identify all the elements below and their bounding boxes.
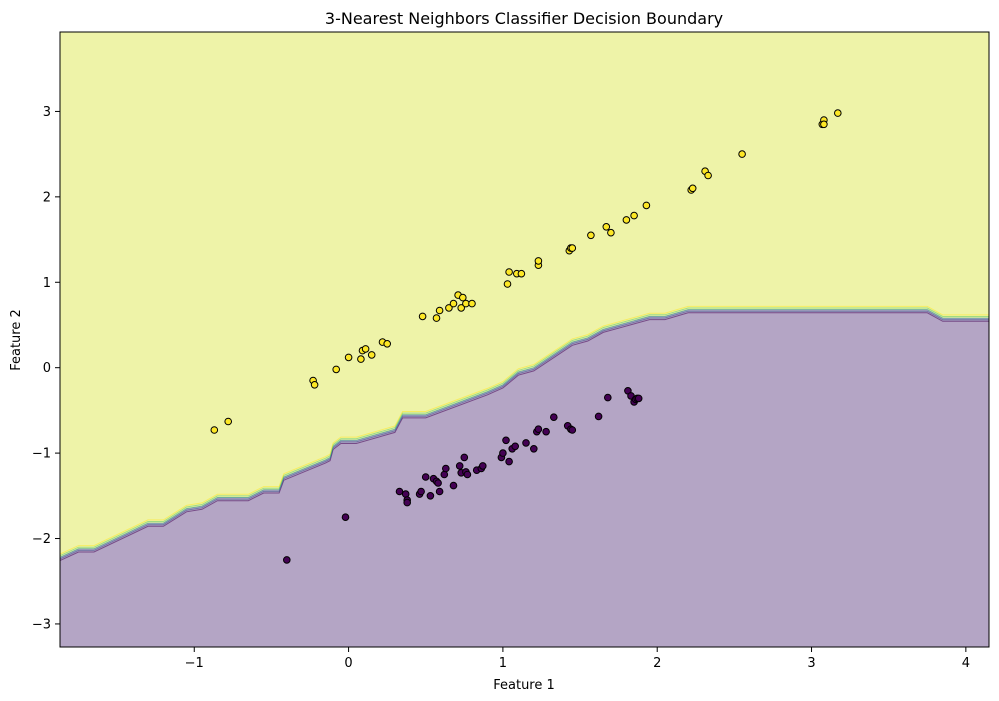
class-1-point bbox=[602, 223, 611, 231]
class-1-point bbox=[418, 312, 427, 321]
y-tick-label: 2 bbox=[43, 190, 51, 205]
class-1-point bbox=[224, 417, 232, 426]
class-1-point bbox=[367, 351, 376, 359]
class-0-point bbox=[550, 413, 558, 422]
class-1-point bbox=[642, 201, 651, 210]
class-0-point bbox=[283, 556, 291, 564]
class-0-point bbox=[341, 513, 350, 522]
chart-title: 3-Nearest Neighbors Classifier Decision … bbox=[325, 9, 723, 28]
y-tick-label: −1 bbox=[32, 447, 51, 462]
class-0-point bbox=[604, 393, 612, 402]
y-axis-ticks: −3 −2 −1 0 1 2 3 bbox=[32, 105, 60, 632]
y-tick-label: 3 bbox=[43, 105, 51, 120]
decision-boundary-lines bbox=[60, 305, 989, 561]
boundary-contour-line bbox=[60, 310, 989, 560]
x-tick-label: 0 bbox=[344, 656, 352, 671]
y-tick-label: −2 bbox=[32, 532, 51, 547]
y-tick-label: 0 bbox=[43, 361, 51, 376]
class-1-point bbox=[332, 365, 341, 374]
class-0-point bbox=[434, 479, 442, 487]
class-1-point bbox=[449, 299, 458, 308]
class-1-point bbox=[445, 304, 453, 312]
class-0-point bbox=[502, 436, 510, 445]
class-0-point bbox=[530, 445, 538, 453]
x-tick-label: 2 bbox=[653, 656, 661, 671]
x-axis-label: Feature 1 bbox=[493, 678, 555, 693]
boundary-contour-line bbox=[60, 307, 989, 557]
class-1-point bbox=[310, 381, 319, 389]
class-1-point bbox=[517, 269, 526, 278]
class-1-point bbox=[607, 228, 615, 237]
class-0-point bbox=[534, 425, 543, 434]
class-0-point bbox=[463, 470, 472, 479]
class-1-point bbox=[344, 353, 353, 362]
class-1-point bbox=[820, 120, 828, 129]
x-axis-ticks: −1 0 1 2 3 4 bbox=[185, 647, 970, 671]
class-0-point bbox=[395, 487, 404, 496]
x-tick-label: −1 bbox=[185, 656, 204, 671]
class-1-point bbox=[630, 211, 638, 220]
class-1-point bbox=[435, 306, 444, 315]
class-1-point bbox=[383, 340, 392, 348]
class-0-point bbox=[479, 462, 487, 470]
class-1-point bbox=[587, 231, 595, 240]
class-0-point bbox=[426, 492, 435, 500]
class-1-point bbox=[704, 171, 712, 180]
x-tick-label: 3 bbox=[807, 656, 815, 671]
class-1-point bbox=[834, 109, 842, 117]
class-1-point bbox=[738, 150, 746, 158]
y-axis-label: Feature 2 bbox=[9, 309, 24, 371]
class-1-point bbox=[622, 216, 631, 224]
class-0-point bbox=[499, 449, 507, 457]
plot-area bbox=[59, 31, 990, 648]
class-0-region bbox=[60, 309, 989, 647]
class-1-point bbox=[361, 345, 370, 353]
class-0-point bbox=[594, 412, 603, 421]
class-0-point bbox=[417, 487, 425, 496]
class-0-point bbox=[634, 394, 643, 403]
boundary-contour-line bbox=[60, 309, 989, 558]
class-0-point bbox=[511, 442, 520, 451]
class-1-point bbox=[432, 314, 441, 322]
y-tick-label: 1 bbox=[43, 276, 51, 291]
class-0-point bbox=[542, 427, 550, 436]
class-1-point bbox=[688, 184, 697, 193]
boundary-contour-line bbox=[60, 312, 989, 561]
class-0-point bbox=[403, 498, 412, 507]
class-1-point bbox=[505, 268, 513, 276]
class-1-point bbox=[357, 355, 365, 363]
x-tick-label: 1 bbox=[499, 656, 507, 671]
class-1-point bbox=[459, 293, 467, 302]
boundary-contour-line bbox=[60, 305, 989, 555]
class-1-point bbox=[534, 257, 543, 265]
x-tick-label: 4 bbox=[962, 656, 970, 671]
class-1-point bbox=[503, 280, 512, 288]
class-1-point bbox=[457, 304, 466, 312]
class-0-point bbox=[455, 462, 464, 470]
class-0-point bbox=[449, 481, 458, 490]
y-tick-label: −3 bbox=[32, 617, 51, 632]
class-0-point bbox=[505, 457, 513, 466]
class-0-point bbox=[421, 473, 430, 481]
plot-frame bbox=[59, 31, 990, 648]
class-0-point bbox=[568, 426, 577, 434]
data-points bbox=[210, 109, 842, 564]
class-0-point bbox=[435, 487, 444, 496]
class-0-point bbox=[522, 439, 530, 447]
class-1-point bbox=[568, 244, 577, 252]
class-1-point bbox=[468, 299, 476, 308]
class-0-point bbox=[442, 464, 450, 473]
class-1-point bbox=[210, 426, 219, 434]
class-0-point bbox=[460, 453, 469, 462]
